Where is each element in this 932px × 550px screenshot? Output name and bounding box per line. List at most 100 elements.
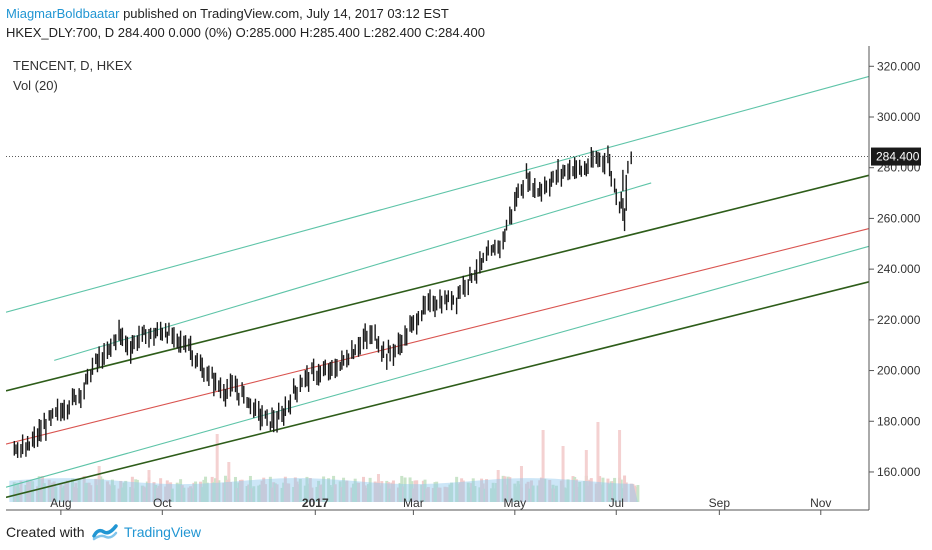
volume-bar: [408, 477, 412, 502]
volume-bar: [450, 482, 454, 502]
volume-bar: [214, 478, 218, 502]
volume-bar: [187, 487, 191, 502]
volume-bar: [317, 480, 321, 502]
tradingview-logo-icon[interactable]: [92, 522, 118, 542]
volume-bar: [54, 486, 58, 502]
y-tick-label: 300.000: [877, 110, 921, 124]
volume-bar: [342, 477, 346, 502]
y-tick-label: 320.000: [877, 59, 921, 73]
volume-bar: [563, 487, 567, 502]
volume-bar: [438, 487, 442, 502]
volume-bar: [586, 485, 590, 502]
volume-bar: [155, 487, 159, 502]
volume-spike: [227, 462, 231, 502]
author-link[interactable]: MiagmarBoldbaatar: [6, 6, 120, 21]
volume-bar: [634, 486, 638, 502]
volume-pane: [9, 422, 640, 502]
volume-bar: [366, 484, 370, 502]
plot-background: [6, 46, 869, 510]
volume-spike: [596, 422, 600, 502]
volume-bar: [373, 481, 377, 502]
legend-indicator: Vol (20): [13, 78, 58, 93]
volume-bar: [205, 482, 209, 502]
volume-bar: [571, 476, 575, 502]
volume-bar: [159, 478, 163, 502]
price-series: [13, 145, 632, 458]
volume-bar: [460, 478, 464, 502]
volume-bar: [458, 482, 462, 502]
volume-bar: [594, 483, 598, 502]
volume-spike: [215, 434, 219, 502]
volume-bar: [252, 486, 256, 502]
volume-bar: [39, 487, 43, 502]
volume-bar: [154, 484, 158, 502]
volume-spike: [519, 466, 523, 502]
volume-bar: [619, 479, 623, 502]
channel-line-outer: [5, 174, 870, 392]
volume-bar: [165, 480, 169, 502]
volume-bar: [262, 477, 266, 502]
volume-bar: [623, 475, 627, 502]
volume-bar: [200, 487, 204, 502]
last-price-label: 284.400: [876, 150, 920, 164]
volume-bar: [631, 483, 635, 502]
volume-bar: [74, 482, 78, 502]
volume-bar: [378, 485, 382, 502]
volume-bar: [436, 487, 440, 502]
volume-bar: [303, 485, 307, 502]
volume-bar: [539, 477, 543, 502]
volume-bar: [559, 480, 563, 502]
volume-bar: [388, 488, 392, 502]
volume-bar: [62, 485, 66, 502]
volume-bar: [513, 483, 517, 502]
volume-bar: [386, 482, 390, 502]
volume-bar: [260, 480, 264, 502]
x-tick-label: Aug: [50, 496, 71, 510]
volume-bar: [330, 486, 334, 502]
volume-bar: [468, 487, 472, 502]
footer: Created with TradingView: [0, 516, 932, 550]
volume-bar: [293, 477, 297, 502]
volume-bar: [217, 480, 221, 502]
volume-bar: [518, 484, 522, 502]
volume-bar: [611, 481, 615, 502]
volume-bar: [431, 487, 435, 502]
volume-bar: [112, 485, 116, 502]
volume-bar: [283, 476, 287, 502]
volume-bar: [443, 486, 447, 502]
x-tick-label: Sep: [709, 496, 731, 510]
chart-area[interactable]: 320.000 300.000 280.000 260.000 240.000 220.0…: [5, 46, 926, 516]
publish-line: MiagmarBoldbaatar published on TradingVi…: [6, 6, 449, 21]
volume-bar: [423, 479, 427, 502]
volume-bar: [470, 483, 474, 502]
volume-bar: [516, 481, 520, 502]
volume-bar: [433, 482, 437, 502]
volume-bar: [548, 479, 552, 502]
last-price-label-bg: [871, 147, 921, 166]
volume-bar: [426, 487, 430, 502]
y-tick-label: 220.000: [877, 313, 921, 327]
volume-bar: [257, 485, 261, 502]
volume-spike: [376, 474, 380, 502]
volume-spike: [541, 430, 545, 502]
volume-bar: [152, 482, 156, 502]
volume-bar: [19, 480, 23, 502]
volume-bar: [82, 475, 86, 502]
x-tick-label: Mar: [403, 496, 424, 510]
volume-bar: [315, 486, 319, 502]
volume-bar: [411, 488, 415, 502]
volume-bar: [305, 476, 309, 502]
volume-bar: [501, 475, 505, 502]
created-with-label: Created with: [6, 524, 85, 540]
volume-bar: [307, 483, 311, 502]
y-tick-label: 200.000: [877, 364, 921, 378]
volume-bar: [380, 481, 384, 502]
volume-bar: [390, 482, 394, 502]
volume-bar: [47, 479, 51, 502]
tradingview-brand-link[interactable]: TradingView: [124, 524, 202, 540]
volume-bar: [192, 482, 196, 502]
volume-bar: [72, 486, 76, 502]
volume-bar: [142, 486, 146, 502]
volume-bar: [332, 475, 336, 502]
price-chart[interactable]: 320.000300.000280.000260.000240.000220.0…: [5, 46, 926, 516]
